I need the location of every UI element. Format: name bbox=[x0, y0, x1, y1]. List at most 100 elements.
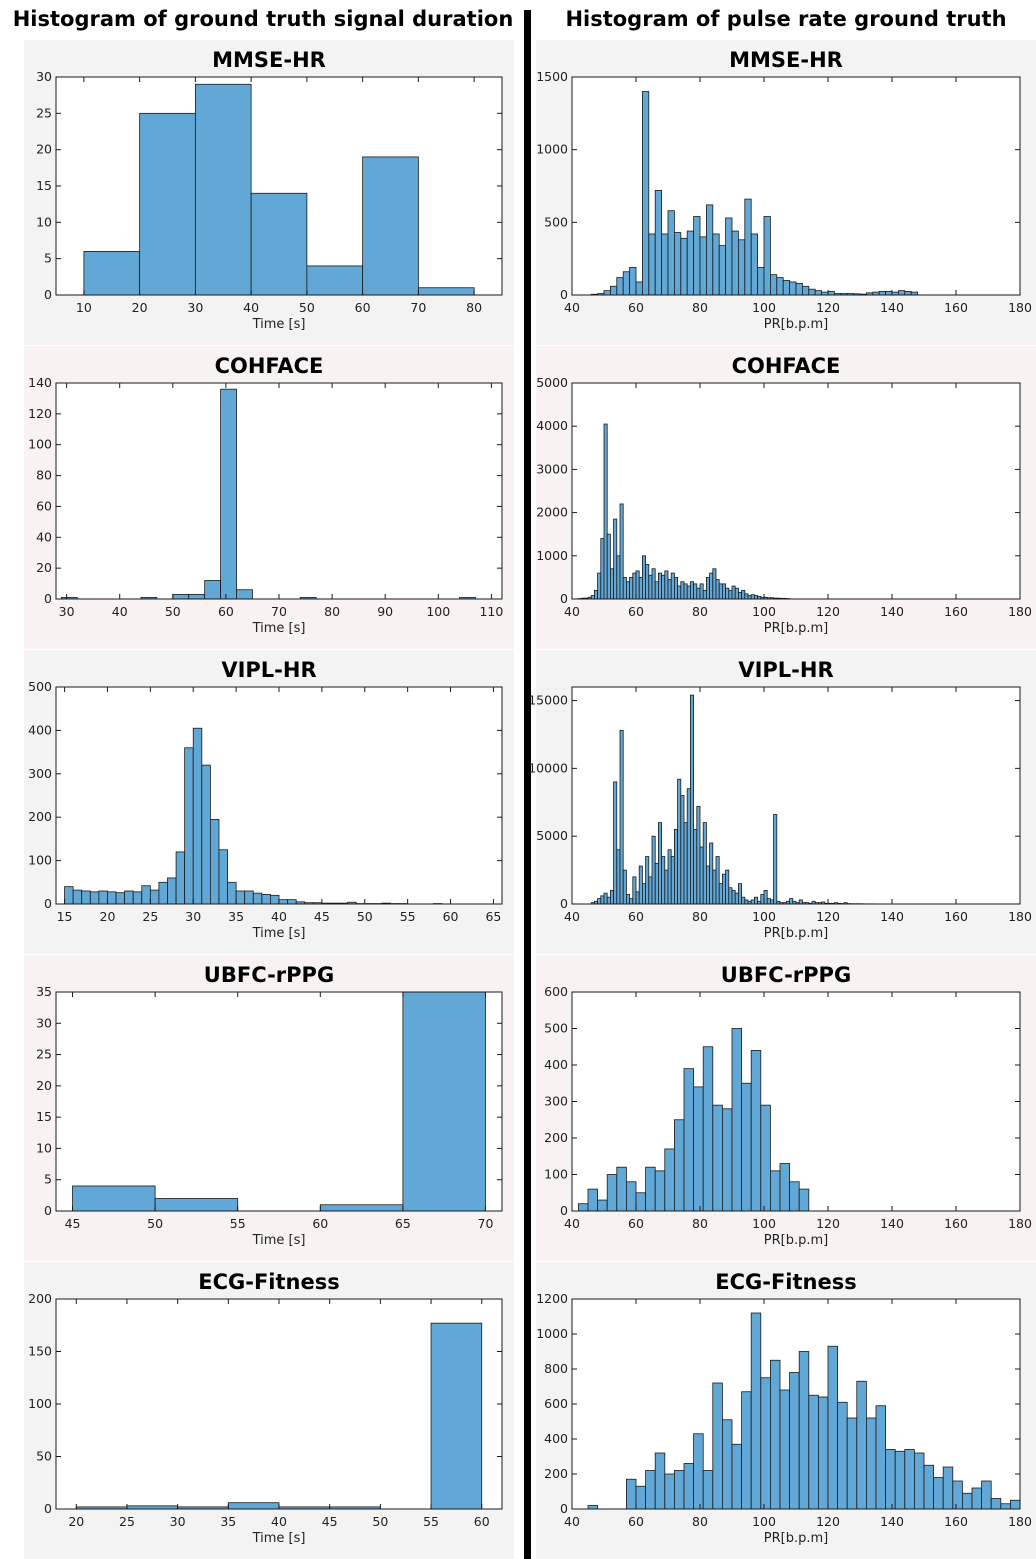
histogram-bar bbox=[705, 865, 710, 905]
histogram-bar bbox=[642, 91, 650, 296]
x-tick-label: 40 bbox=[564, 1514, 580, 1529]
x-axis-label: PR[b.p.m] bbox=[764, 317, 828, 332]
histogram-bar bbox=[587, 1505, 599, 1510]
x-tick-label: 90 bbox=[377, 604, 393, 619]
histogram-bar bbox=[430, 1322, 483, 1510]
y-tick-label: 100 bbox=[28, 1396, 52, 1411]
histogram-bar bbox=[769, 274, 778, 296]
histogram-bar bbox=[610, 568, 615, 600]
histogram-bar bbox=[658, 572, 663, 600]
histogram-bar bbox=[661, 856, 666, 905]
histogram-bar bbox=[702, 589, 707, 600]
x-tick-label: 70 bbox=[271, 604, 287, 619]
chart-title: UBFC-rPPG bbox=[721, 963, 851, 987]
histogram-bar bbox=[417, 287, 475, 296]
y-tick-label: 140 bbox=[28, 375, 52, 390]
y-tick-label: 10000 bbox=[528, 760, 568, 775]
axes-box bbox=[55, 991, 503, 1212]
histogram-bar bbox=[689, 694, 694, 905]
x-axis-label: PR[b.p.m] bbox=[764, 1531, 828, 1546]
histogram-bar bbox=[702, 1470, 714, 1510]
histogram-bar bbox=[616, 849, 621, 905]
histogram-svg: ECG-Fitness 20 25 30 35 40 45 50 55 60 0 50 100 150 20… bbox=[28, 1270, 503, 1546]
x-tick-label: 40 bbox=[564, 300, 580, 315]
histogram-bar bbox=[952, 1480, 963, 1510]
x-tick-label: 40 bbox=[564, 1216, 580, 1231]
histogram-bar bbox=[734, 587, 739, 600]
histogram-bar bbox=[769, 1170, 781, 1212]
histogram-bar bbox=[747, 595, 752, 600]
histogram-bar bbox=[603, 423, 608, 600]
x-tick-label: 60 bbox=[628, 604, 644, 619]
histogram-bar bbox=[158, 881, 168, 905]
histogram-bar bbox=[782, 280, 790, 296]
chart-panel-mmse-hr-duration: MMSE-HR 10 20 30 40 50 60 70 80 0 5 10 15 20 25 30 Time … bbox=[24, 40, 514, 345]
y-tick-label: 4000 bbox=[536, 418, 568, 433]
histogram-bar bbox=[846, 1417, 858, 1510]
histogram-bar bbox=[760, 1377, 771, 1510]
histogram-bar bbox=[712, 233, 720, 296]
histogram-bar bbox=[789, 281, 797, 296]
histogram-svg: UBFC-rPPG 40 60 80 100 120 140 160 180 0 100 200 300… bbox=[544, 963, 1032, 1248]
histogram-bar bbox=[600, 895, 605, 905]
chart-title: VIPL-HR bbox=[221, 658, 316, 682]
y-tick-label: 60 bbox=[36, 498, 52, 513]
column-divider bbox=[524, 10, 531, 1559]
histogram-bar bbox=[654, 1452, 666, 1510]
histogram-bar bbox=[261, 894, 271, 905]
histogram-bar bbox=[610, 285, 618, 296]
x-tick-label: 100 bbox=[752, 1216, 776, 1231]
histogram-bar bbox=[597, 898, 602, 905]
y-tick-label: 500 bbox=[28, 679, 52, 694]
histogram-bar bbox=[635, 1485, 647, 1510]
chart-title: MMSE-HR bbox=[212, 48, 326, 72]
x-tick-label: 30 bbox=[59, 604, 75, 619]
y-tick-label: 0 bbox=[44, 287, 52, 302]
histogram-bar bbox=[693, 583, 698, 600]
histogram-bar bbox=[689, 581, 694, 600]
histogram-bar bbox=[728, 887, 733, 905]
x-tick-label: 50 bbox=[147, 1216, 163, 1231]
x-tick-label: 40 bbox=[271, 1514, 287, 1529]
histogram-bar bbox=[648, 233, 656, 296]
histogram-bar bbox=[731, 1028, 743, 1212]
histogram-bar bbox=[154, 1198, 239, 1212]
histogram-bar bbox=[1000, 1503, 1011, 1510]
histogram-bar bbox=[750, 594, 755, 600]
histogram-bar bbox=[721, 873, 726, 905]
histogram-bar bbox=[227, 1502, 280, 1510]
histogram-svg: COHFACE 30 40 50 60 70 80 90 100 110 0 20 40 60 80 100 1… bbox=[28, 354, 503, 636]
y-tick-label: 0 bbox=[560, 591, 568, 606]
x-tick-label: 100 bbox=[752, 1514, 776, 1529]
histogram-bar bbox=[741, 589, 746, 600]
histogram-bar bbox=[578, 1203, 589, 1212]
y-tick-label: 0 bbox=[44, 896, 52, 911]
y-tick-label: 500 bbox=[544, 1021, 568, 1036]
histogram-bar bbox=[680, 237, 688, 296]
histogram-bar bbox=[209, 818, 220, 905]
x-tick-label: 60 bbox=[628, 1514, 644, 1529]
histogram-bar bbox=[319, 1204, 404, 1212]
histogram-bar bbox=[712, 869, 717, 905]
histogram-bar bbox=[702, 1046, 714, 1212]
histogram-bar bbox=[642, 883, 647, 905]
histogram-bar bbox=[184, 747, 194, 905]
histogram-bar bbox=[600, 538, 605, 600]
histogram-bar bbox=[865, 1417, 877, 1510]
histogram-bar bbox=[1009, 1499, 1021, 1510]
histogram-bar bbox=[635, 281, 643, 296]
histogram-bar bbox=[362, 156, 419, 296]
axes-box bbox=[571, 382, 1021, 600]
histogram-bar bbox=[737, 239, 746, 296]
x-tick-label: 180 bbox=[1008, 604, 1032, 619]
histogram-bar bbox=[718, 583, 723, 600]
histogram-bar bbox=[673, 1119, 685, 1212]
histogram-bar bbox=[622, 576, 627, 600]
histogram-bar bbox=[683, 822, 688, 905]
x-tick-label: 100 bbox=[752, 300, 776, 315]
bars-group bbox=[578, 423, 790, 600]
histogram-bar bbox=[664, 1473, 675, 1510]
histogram-bar bbox=[645, 1166, 656, 1212]
histogram-bar bbox=[721, 1108, 733, 1212]
histogram-bar bbox=[913, 1452, 925, 1510]
